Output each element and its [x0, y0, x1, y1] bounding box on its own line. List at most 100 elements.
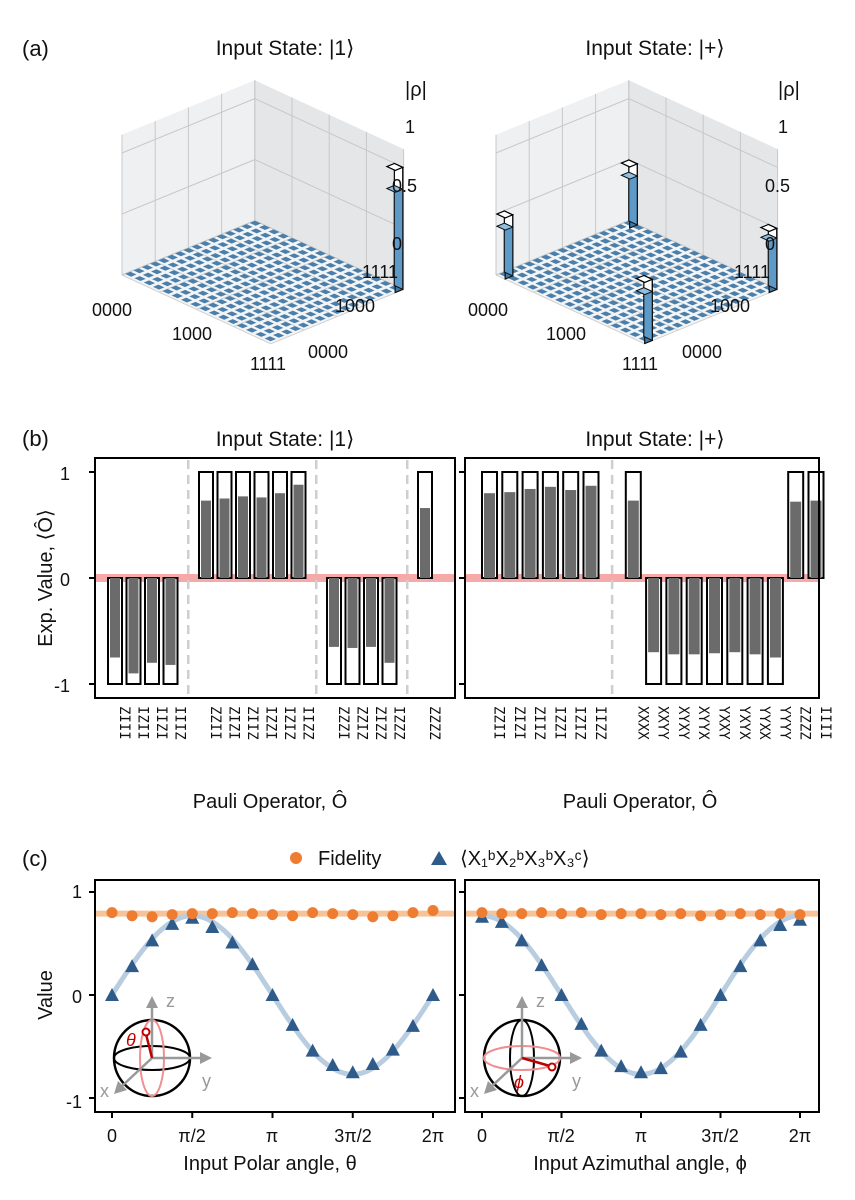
measured-bar: [275, 493, 285, 578]
bar3d-tile: [685, 292, 697, 298]
bar3d-tile: [699, 262, 711, 268]
observable-point: [634, 1065, 648, 1079]
bar3d-tile: [212, 268, 224, 274]
bar3d-tile: [703, 293, 715, 299]
bar3d-tile: [607, 227, 619, 233]
bar3d-tile: [720, 294, 732, 300]
fidelity-point: [655, 909, 667, 921]
bar3d-tile: [736, 280, 748, 285]
bar3d-tile: [210, 253, 222, 259]
bar3d-tile: [317, 273, 330, 279]
bloch-right-state-vector: [521, 1056, 551, 1068]
bar3d-tile: [370, 276, 382, 282]
bar3d-tile: [659, 295, 671, 301]
bar3d-tile: [216, 234, 228, 240]
bar3d-tile: [684, 285, 696, 290]
bar3d-tile: [192, 252, 204, 258]
bar3d-grid: [644, 288, 778, 345]
a-left-ztick-05: 0.5: [392, 176, 417, 196]
measured-bar: [749, 578, 761, 655]
observable-point: [693, 1017, 708, 1031]
bar3d-peak-side: [628, 171, 638, 226]
bar3d-tile: [647, 267, 659, 273]
bar3d-tile: [158, 258, 170, 264]
bar3d-tile: [285, 295, 297, 301]
a-right-front-tick-1111: 1111: [622, 354, 658, 374]
bar3d-tile: [726, 275, 739, 281]
bar3d-tile: [288, 318, 300, 324]
bar3d-tile: [286, 237, 299, 243]
scatter-chart-left: [89, 891, 455, 1118]
bar3d-grid: [233, 271, 367, 328]
bar3d-tile: [217, 242, 229, 247]
bloch-left-state-vector: [144, 1033, 154, 1059]
operator-tick-label: ZZII: [207, 706, 223, 740]
bar3d-tile: [272, 260, 284, 266]
bar3d-tile: [264, 336, 276, 342]
measured-bar: [504, 492, 516, 578]
bar3d-tile: [316, 266, 329, 272]
fidelity-point: [695, 910, 707, 922]
bloch-right-x-label: x: [470, 1081, 479, 1101]
bar3d-tile: [680, 319, 692, 325]
bar3d-tile: [617, 304, 629, 310]
panel-a-label: (a): [22, 36, 49, 61]
observable-point: [305, 1043, 320, 1057]
bar3d-tile: [690, 266, 703, 272]
bar3d-tile: [516, 272, 529, 278]
bar3d-tile: [224, 230, 237, 236]
bar3d-tile: [691, 273, 704, 279]
bar3d-tile: [535, 281, 547, 287]
bar3d-tile: [580, 295, 593, 300]
bar3d-tile: [593, 257, 605, 263]
bar3d-tile: [301, 280, 313, 286]
bar3d-ideal: [759, 223, 779, 233]
bar3d-tile: [363, 287, 375, 293]
measured-bar: [810, 500, 822, 578]
bar3d-tile: [598, 295, 610, 301]
bar3d-tile: [279, 314, 291, 319]
bar3d-tile: [171, 293, 183, 299]
bar3d-tile: [187, 278, 199, 284]
fidelity-point: [367, 911, 379, 923]
bar3d-tile: [589, 291, 601, 297]
bar3d-tile: [658, 287, 670, 293]
measured-bar: [627, 500, 639, 578]
bar3d-tile: [591, 307, 603, 312]
bar3d-tile: [216, 299, 228, 305]
bar3d-tile: [203, 271, 216, 277]
bar3d-tile: [150, 261, 162, 267]
bar3d-tile: [255, 331, 267, 337]
bar3d-tile: [254, 324, 266, 330]
bar3d-tile: [297, 249, 309, 255]
bar3d-tile: [262, 320, 274, 326]
legend-observable-marker: [431, 851, 447, 865]
bar3d-tile: [153, 284, 165, 290]
bar3d-tile: [209, 245, 221, 251]
observable-point: [165, 916, 180, 930]
bar3d-tile: [193, 259, 205, 265]
bar3d-tile: [252, 243, 264, 249]
bar3d-tile: [352, 275, 365, 281]
bar3d-tile: [335, 274, 347, 280]
bar3d-tile: [290, 268, 303, 274]
bar3d-tile: [345, 286, 357, 292]
bar3d-tile: [168, 270, 180, 276]
zero-band: [465, 574, 819, 582]
bar3d-tile: [380, 288, 393, 294]
panel-a-right-title: Input State: |+⟩: [585, 37, 724, 60]
bar3d-tile: [645, 252, 657, 258]
bar3d-tile: [677, 296, 689, 302]
bar3d-tile: [220, 265, 232, 271]
bar3d-tile: [648, 275, 660, 281]
bar3d-tile: [264, 271, 277, 277]
bar3d-tile: [656, 272, 668, 278]
bar3d-tile: [560, 271, 572, 276]
bar3d-peak-top: [385, 184, 404, 193]
bar3d-tile: [324, 255, 336, 261]
bloch-right-z-label: z: [536, 991, 545, 1011]
bloch-left-z-arrow-icon: [146, 996, 158, 1008]
bar3d-tile: [619, 319, 631, 325]
bar3d-tile: [575, 256, 588, 262]
operator-tick-label: YYXX: [756, 706, 772, 740]
